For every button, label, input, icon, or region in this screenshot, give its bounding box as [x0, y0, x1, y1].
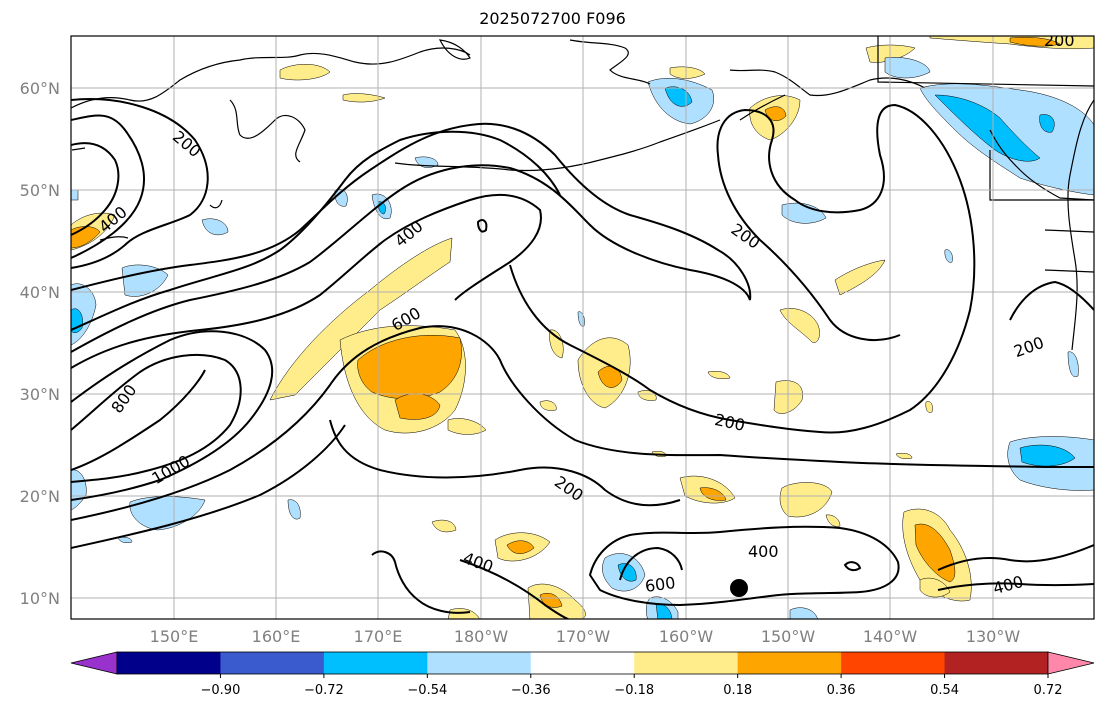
lat-tick-label: 40°N: [20, 283, 60, 302]
lon-tick-label: 160°W: [659, 627, 714, 646]
map-panel: 200 400 400 600 800 1000 200 200 200 200…: [71, 31, 1094, 619]
contour-label: 600: [644, 573, 677, 596]
colorbar-tick-label: 0.72: [1034, 683, 1063, 698]
lat-tick-label: 50°N: [20, 181, 60, 200]
colorbar-bin: [323, 652, 428, 674]
lon-tick-label: 180°W: [454, 627, 509, 646]
colorbar-bin: [427, 652, 532, 674]
longitude-axis: 150°E 160°E 170°E 180°W 170°W 160°W 150°…: [150, 627, 1021, 646]
colorbar-tick-label: −0.36: [511, 683, 551, 698]
lon-tick-label: 170°W: [556, 627, 611, 646]
negative-anomaly-shading: [71, 57, 1094, 619]
colorbar-tick-label: 0.54: [930, 683, 959, 698]
contour-label: 400: [748, 542, 779, 561]
map-frame: [70, 35, 1095, 620]
contour-label: 200: [1044, 31, 1075, 50]
lon-tick-label: 170°E: [354, 627, 403, 646]
colorbar-bin: [117, 652, 221, 674]
colorbar-bin: [737, 652, 842, 674]
lon-tick-label: 150°E: [150, 627, 199, 646]
colorbar: −0.90 −0.72 −0.54 −0.36 −0.18 0.18 0.36 0.54 0.7…: [70, 651, 1095, 698]
lon-tick-label: 140°W: [863, 627, 918, 646]
colorbar-tick-label: 0.18: [723, 683, 752, 698]
map-title: 2025072700 F096: [479, 9, 626, 28]
lat-tick-label: 30°N: [20, 385, 60, 404]
lat-tick-label: 20°N: [20, 487, 60, 506]
colorbar-ticks: −0.90 −0.72 −0.54 −0.36 −0.18 0.18 0.36 0.54 0.7…: [201, 674, 1063, 698]
colorbar-segments: [116, 651, 1049, 675]
colorbar-tick-label: −0.18: [614, 683, 654, 698]
lon-tick-label: 150°W: [761, 627, 816, 646]
contour-lines: [71, 98, 1094, 619]
colorbar-tick-label: −0.72: [304, 683, 344, 698]
latitude-axis: 60°N 50°N 40°N 30°N 20°N 10°N: [20, 79, 60, 608]
colorbar-bin: [841, 652, 946, 674]
lon-tick-label: 130°W: [966, 627, 1021, 646]
colorbar-tick-label: −0.90: [201, 683, 241, 698]
colorbar-min-extend: [70, 651, 118, 675]
colorbar-bin: [220, 652, 325, 674]
colorbar-bin: [944, 652, 1049, 674]
lat-tick-label: 60°N: [20, 79, 60, 98]
colorbar-bin: [530, 652, 635, 674]
lon-tick-label: 160°E: [252, 627, 301, 646]
colorbar-bin: [634, 652, 739, 674]
colorbar-tick-label: 0.36: [827, 683, 856, 698]
colorbar-tick-label: −0.54: [407, 683, 447, 698]
coastlines: [71, 36, 1094, 351]
marker-dot: [730, 579, 748, 597]
lat-tick-label: 10°N: [20, 589, 60, 608]
gridlines: [71, 36, 1094, 619]
colorbar-max-extend: [1047, 651, 1095, 675]
